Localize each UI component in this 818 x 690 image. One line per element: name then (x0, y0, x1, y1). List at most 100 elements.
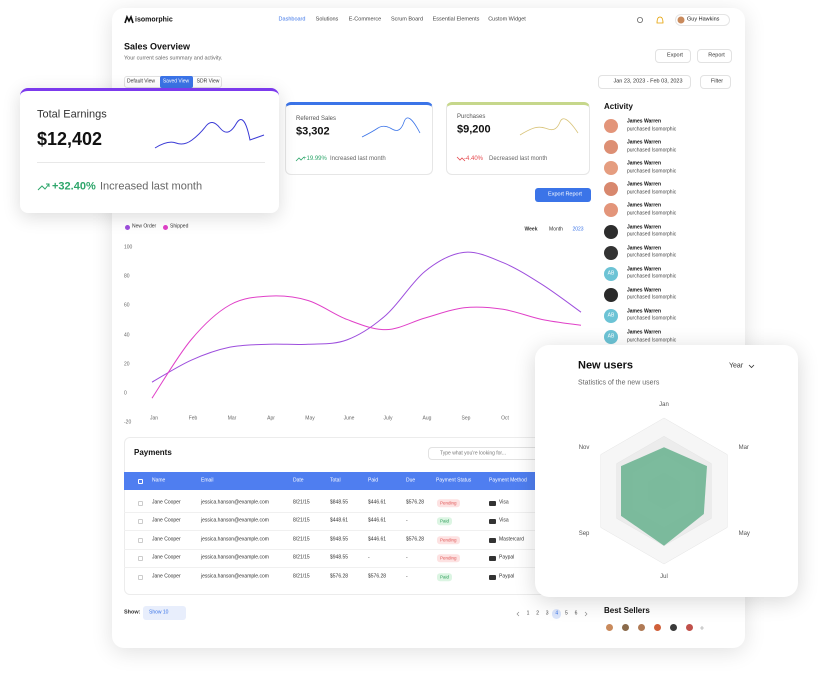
best-sellers-title: Best Sellers (604, 606, 650, 615)
stat-change: -4.40% (464, 156, 484, 162)
x-tick-label: Oct (501, 415, 509, 422)
header-button[interactable] (697, 49, 732, 63)
page-number[interactable]: 6 (574, 610, 578, 617)
table-cell: Jane Cooper (152, 573, 181, 580)
search-placeholder[interactable]: Type what you're looking for... (440, 450, 506, 456)
activity-name: James Warren (627, 245, 661, 252)
header-button-label[interactable]: Export (667, 52, 683, 59)
export-report-button[interactable] (535, 188, 591, 202)
x-tick-label: Apr (267, 415, 275, 422)
header-button[interactable] (655, 49, 691, 63)
period-option[interactable]: 2023 (572, 226, 584, 233)
export-report-label[interactable]: Export Report (548, 191, 582, 198)
activity-name: James Warren (627, 224, 661, 230)
user-pill[interactable] (675, 14, 730, 26)
row-checkbox[interactable] (138, 574, 143, 580)
table-cell: jessica.hanson@example.com (201, 573, 269, 580)
table-cell: $576.28 (406, 499, 425, 506)
activity-action: purchased Isomorphic (627, 252, 677, 259)
page-current-bg (552, 609, 562, 619)
page-number[interactable]: 5 (565, 610, 568, 617)
radar-label: Sep (578, 531, 590, 538)
filter-button[interactable] (700, 75, 731, 89)
column-header[interactable]: Payment Method (489, 477, 527, 484)
nav-item[interactable]: Solutions (315, 16, 339, 23)
seller-avatar (606, 624, 613, 631)
table-cell: jessica.hanson@example.com (201, 536, 269, 543)
filter-label[interactable]: Filter (710, 78, 724, 85)
column-header[interactable]: Paid (368, 477, 379, 484)
payments-card (124, 437, 590, 595)
table-cell: 8/21/15 (293, 554, 310, 561)
activity-name: James Warren (627, 202, 661, 209)
nav-item[interactable]: Custom Widget (488, 16, 526, 23)
activity-avatar (604, 287, 618, 302)
table-cell: $448.61 (330, 517, 349, 524)
column-header[interactable]: Payment Status (436, 477, 472, 484)
row-checkbox[interactable] (138, 537, 143, 543)
page-number[interactable]: 1 (526, 610, 530, 617)
page-number[interactable]: 3 (545, 610, 549, 617)
column-header[interactable]: Total (330, 477, 341, 484)
row-checkbox[interactable] (138, 555, 143, 561)
column-header[interactable]: Due (406, 477, 416, 484)
payment-icon (489, 555, 496, 561)
table-cell: 8/21/15 (293, 573, 310, 580)
avatar-initials: AB (607, 333, 615, 340)
row-checkbox[interactable] (138, 518, 143, 524)
seller-avatar (622, 624, 629, 631)
view-tab[interactable]: Default View (127, 78, 155, 85)
period-select[interactable]: Year (729, 362, 744, 370)
new-users-card (535, 345, 798, 597)
stat-note: Increased last month (330, 156, 386, 162)
activity-action: purchased Isomorphic (627, 315, 677, 322)
row-divider (124, 530, 544, 531)
column-header[interactable]: Email (201, 477, 214, 484)
date-range[interactable]: Jan 23, 2023 - Feb 03, 2023 (613, 78, 683, 85)
table-cell: $848.55 (330, 499, 349, 506)
seller-avatar (638, 624, 645, 631)
date-button[interactable] (598, 75, 691, 89)
activity-action: purchased Isomorphic (627, 294, 677, 301)
header-button-label[interactable]: Report (708, 52, 725, 59)
column-header[interactable]: Date (293, 477, 304, 484)
activity-avatar (604, 308, 618, 323)
page-size-select[interactable] (143, 606, 186, 620)
table-cell: $948.55 (330, 536, 349, 543)
activity-action: purchased Isomorphic (627, 189, 677, 196)
nav-item[interactable]: Scrum Board (390, 16, 424, 23)
status-pill: Pending (437, 499, 460, 507)
activity-title: Activity (604, 102, 633, 111)
view-tab[interactable]: SDR View (196, 78, 220, 85)
header-checkbox[interactable] (138, 478, 143, 484)
nav-item[interactable]: Essential Elements (432, 16, 480, 23)
seller-avatar (686, 624, 693, 631)
row-checkbox[interactable] (138, 500, 143, 506)
show-label: Show: (124, 609, 141, 616)
activity-avatar (604, 224, 618, 239)
seller-avatar (670, 624, 677, 631)
logo: isomorphic (135, 16, 173, 24)
payment-method: Visa (499, 499, 509, 506)
activity-action: purchased Isomorphic (627, 147, 677, 154)
page-number[interactable]: 2 (536, 610, 539, 617)
activity-action: purchased Isomorphic (627, 210, 677, 217)
period-option[interactable]: Week (524, 226, 538, 233)
activity-action: purchased Isomorphic (627, 168, 677, 175)
table-cell: - (406, 573, 408, 580)
stat-card (285, 102, 433, 175)
table-cell: - (368, 554, 370, 561)
page-prev[interactable] (516, 611, 520, 617)
table-cell: 8/21/15 (293, 536, 310, 543)
user-name[interactable]: Guy Hawkins (687, 16, 720, 23)
nav-item[interactable]: E-Commerce (348, 16, 382, 23)
x-tick-label: Aug (422, 415, 432, 422)
avatar-initials: AB (607, 270, 615, 277)
period-option[interactable]: Month (549, 226, 563, 233)
nav-item[interactable]: Dashboard (278, 16, 306, 23)
column-header[interactable]: Name (152, 477, 166, 484)
page-number[interactable]: 4 (555, 610, 559, 617)
legend-dot (162, 224, 168, 230)
view-tab[interactable]: Saved View (162, 78, 190, 85)
